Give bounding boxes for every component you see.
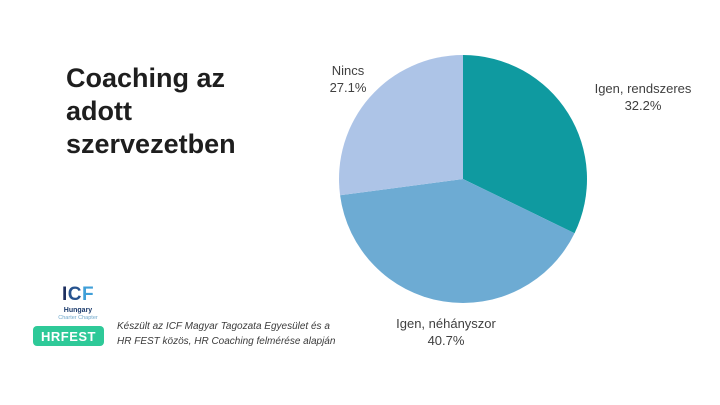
icf-letter-i: I <box>61 284 68 305</box>
page-title: Coaching az adott szervezetben <box>66 63 236 159</box>
pie-label-nincs: Nincs 27.1% <box>288 62 408 96</box>
attribution-text: Készült az ICF Magyar Tagozata Egyesület… <box>117 319 357 349</box>
pie-slice-igen-n-h-nyszor <box>340 179 575 303</box>
icf-logo-country: Hungary <box>63 307 93 314</box>
attribution-line-2: HR FEST közös, HR Coaching felmérése ala… <box>117 336 336 347</box>
icf-logo-chapter: Charter Chapter <box>58 315 98 321</box>
pie-label-pct: 32.2% <box>624 98 662 113</box>
pie-label-igen-rendszeres: Igen, rendszeres 32.2% <box>563 80 720 114</box>
icf-hungary-logo: ICF Hungary Charter Chapter <box>48 285 108 322</box>
pie-slice-igen-rendszeres <box>463 55 588 234</box>
pie-label-pct: 40.7% <box>427 333 465 348</box>
hrfest-logo: HRFEST <box>33 326 104 346</box>
attribution-line-1: Készült az ICF Magyar Tagozata Egyesület… <box>117 321 330 332</box>
pie-label-text: Igen, rendszeres <box>594 81 692 96</box>
pie-chart <box>339 55 588 303</box>
icf-letter-c: C <box>67 284 82 305</box>
pie-slice-nincs <box>339 55 463 196</box>
pie-label-text: Igen, néhányszor <box>396 316 496 331</box>
pie-label-text: Nincs <box>331 63 365 78</box>
icf-logo-letters: ICF <box>48 285 108 305</box>
pie-label-igen-nehanyszor: Igen, néhányszor 40.7% <box>366 315 526 349</box>
pie-label-pct: 27.1% <box>329 80 367 95</box>
icf-letter-f: F <box>81 284 95 305</box>
